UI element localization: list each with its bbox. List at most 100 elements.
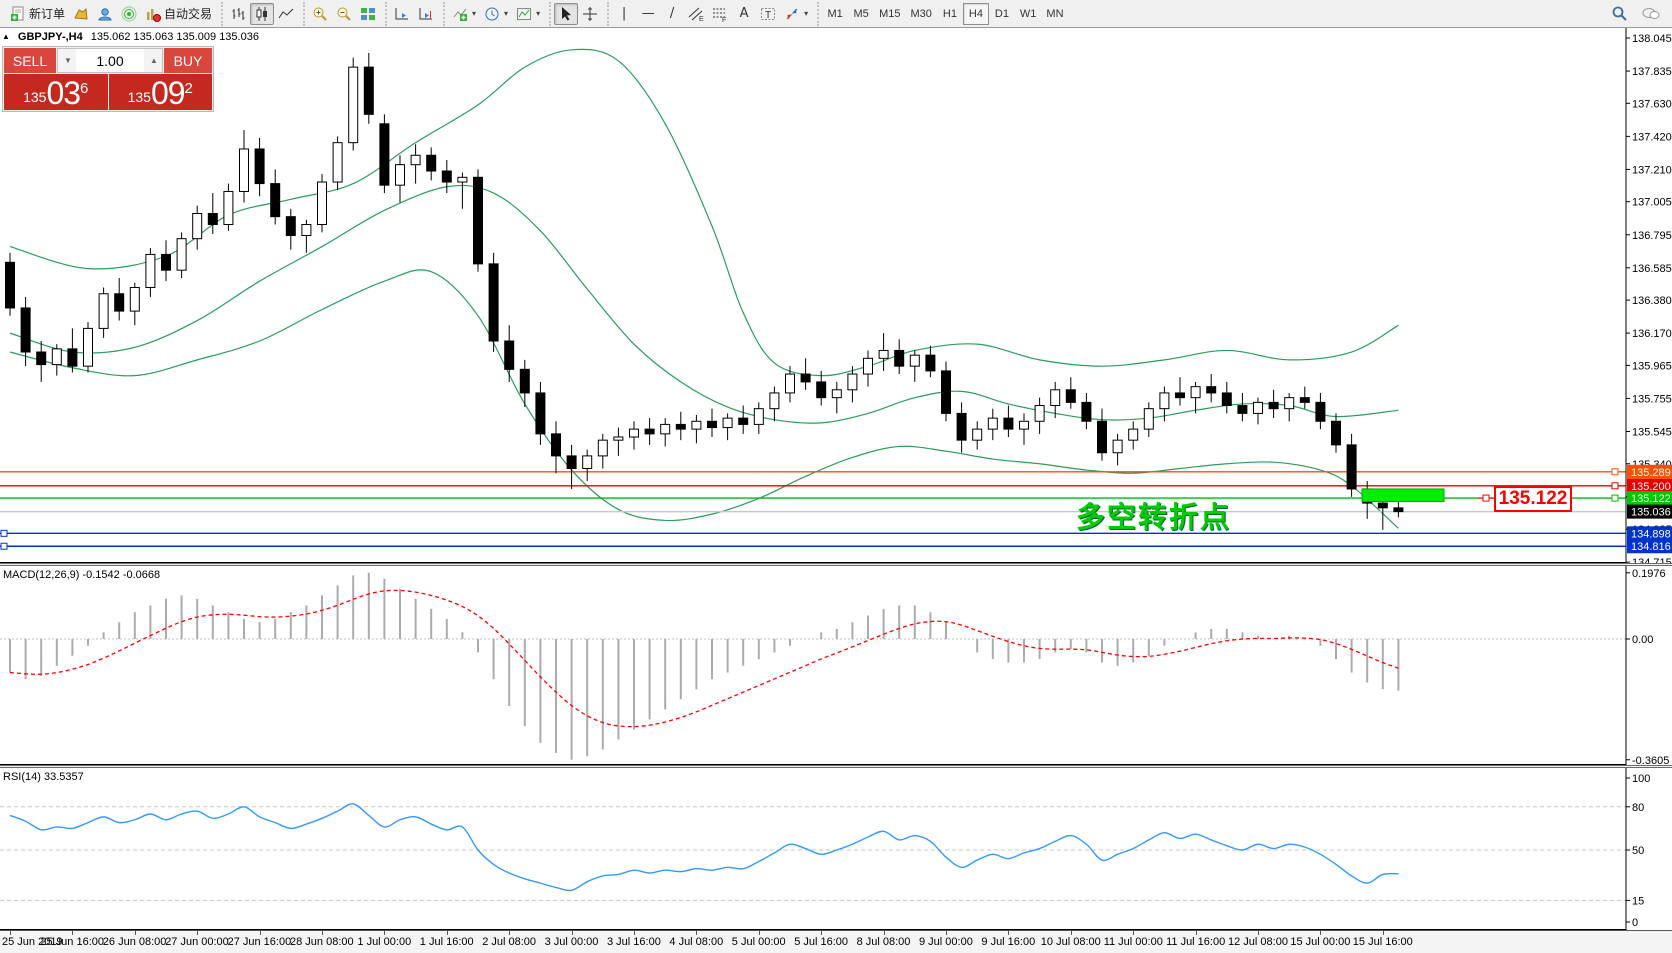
pane-splitter[interactable]: [0, 765, 1672, 768]
volume-decrease-button[interactable]: ▼: [58, 49, 76, 72]
horizontal-line-button[interactable]: —: [641, 6, 655, 21]
buy-price-display[interactable]: 135 09 2: [108, 74, 212, 111]
time-axis-label: 1 Jul 00:00: [357, 936, 412, 948]
macd-pane[interactable]: 0.1976 0.00 -0.3605 MACD(12,26,9) -0.1542 -…: [0, 566, 1672, 765]
time-axis[interactable]: 25 Jun 2019 25 Jun 16:00 26 Jun 08:00 27 Ju…: [0, 930, 1672, 953]
time-axis-label: 3 Jul 00:00: [544, 936, 599, 948]
svg-text:137.835: 137.835: [1632, 66, 1672, 78]
timeframe-m5-button[interactable]: M5: [853, 7, 869, 20]
timeframe-w1-button[interactable]: W1: [1019, 7, 1037, 20]
svg-text:134.816: 134.816: [1631, 541, 1671, 553]
time-axis-label: 28 Jun 08:00: [290, 936, 354, 948]
dropdown-arrow-icon[interactable]: ▾: [504, 9, 509, 18]
svg-text:137.210: 137.210: [1632, 164, 1672, 176]
dropdown-arrow-icon[interactable]: ▾: [536, 9, 541, 18]
svg-text:137.420: 137.420: [1632, 131, 1672, 143]
svg-text:138.045: 138.045: [1632, 33, 1672, 45]
time-axis-label: 3 Jul 16:00: [607, 936, 661, 948]
templates-button[interactable]: ▾: [512, 3, 544, 25]
time-axis-label: 8 Jul 08:00: [856, 936, 911, 948]
line-chart-button[interactable]: [274, 3, 298, 25]
sell-price-prefix: 135: [23, 89, 47, 105]
timeframe-m1-button[interactable]: M1: [827, 7, 843, 20]
time-axis-label: 1 Jul 16:00: [419, 936, 474, 948]
ohlc-values-label: 135.062 135.063 135.009 135.036: [90, 30, 259, 43]
timeframe-m30-button[interactable]: M30: [910, 7, 932, 20]
volume-increase-button[interactable]: ▲: [144, 49, 162, 72]
tile-windows-button[interactable]: [356, 3, 380, 25]
buy-price-big: 09: [150, 75, 186, 111]
dropdown-arrow-icon[interactable]: ▾: [804, 9, 809, 18]
fibonacci-button[interactable]: F: [708, 3, 732, 25]
time-axis-label: 11 Jul 16:00: [1166, 936, 1226, 948]
signals-button[interactable]: [117, 3, 141, 25]
time-axis-label: 9 Jul 16:00: [981, 936, 1036, 948]
text-button[interactable]: A: [739, 6, 749, 21]
equidistant-channel-button[interactable]: E: [684, 3, 708, 25]
autotrading-button[interactable]: 自动交易: [141, 3, 216, 25]
buy-button[interactable]: BUY: [164, 48, 212, 73]
rsi-canvas[interactable]: 100 80 50 15 0 RSI(14) 33.5357: [0, 768, 1672, 930]
svg-text:T: T: [765, 10, 771, 21]
sell-button[interactable]: SELL: [4, 48, 56, 73]
timeframe-mn-button[interactable]: MN: [1046, 7, 1064, 20]
bar-chart-button[interactable]: [226, 3, 250, 25]
trendline-button[interactable]: /: [669, 6, 675, 21]
highlight-box: [1361, 488, 1445, 503]
time-axis-label: 27 Jun 16:00: [227, 936, 292, 948]
sell-price-big: 03: [46, 75, 81, 111]
price-callout-label[interactable]: 135.122: [1494, 486, 1572, 512]
svg-text:135.122: 135.122: [1631, 493, 1671, 505]
scroll-to-end-button[interactable]: [390, 3, 414, 25]
zoom-out-button[interactable]: [332, 3, 356, 25]
turning-point-annotation[interactable]: 多空转折点: [1076, 502, 1232, 534]
chart-shift-button[interactable]: [414, 3, 438, 25]
rsi-pane[interactable]: 100 80 50 15 0 RSI(14) 33.5357: [0, 768, 1672, 930]
text-label-button[interactable]: T: [756, 3, 780, 25]
buy-price-sup: 2: [184, 80, 193, 97]
search-button[interactable]: [1607, 3, 1632, 25]
pane-splitter[interactable]: [0, 563, 1672, 566]
svg-text:E: E: [699, 16, 704, 22]
sell-price-display[interactable]: 135 03 6: [4, 74, 108, 110]
market-watch-button[interactable]: [93, 3, 117, 25]
crosshair-button[interactable]: [578, 3, 602, 25]
macd-canvas[interactable]: 0.1976 0.00 -0.3605 MACD(12,26,9) -0.1542 -…: [0, 566, 1672, 765]
timeframe-m15-button[interactable]: M15: [879, 7, 901, 20]
svg-text:135.545: 135.545: [1632, 427, 1672, 439]
dropdown-arrow-icon[interactable]: ▾: [472, 9, 477, 18]
chat-button[interactable]: [1638, 3, 1664, 25]
svg-text:135.289: 135.289: [1631, 467, 1671, 479]
zoom-in-button[interactable]: [308, 3, 332, 25]
timeframe-d1-button[interactable]: D1: [994, 7, 1009, 20]
indicators-button[interactable]: ▾: [448, 3, 480, 25]
profiles-button[interactable]: [69, 3, 93, 25]
svg-text:136.380: 136.380: [1632, 295, 1672, 307]
timeframe-h1-button[interactable]: H1: [942, 7, 957, 20]
time-axis-label: 11 Jul 00:00: [1103, 936, 1163, 948]
periods-button[interactable]: ▾: [480, 3, 512, 25]
volume-input[interactable]: [76, 49, 144, 72]
timeframe-h4-button[interactable]: H4: [962, 2, 989, 25]
collapse-quote-panel-icon[interactable]: ▲: [2, 32, 10, 41]
svg-text:135.965: 135.965: [1632, 360, 1672, 372]
main-chart-pane[interactable]: 138.045 137.835 137.630 137.420 137.210 137.0…: [0, 28, 1672, 563]
svg-text:15: 15: [1632, 895, 1644, 907]
time-axis-label: 12 Jul 08:00: [1228, 936, 1288, 948]
svg-text:0.1976: 0.1976: [1632, 568, 1666, 580]
vertical-line-button[interactable]: |: [621, 6, 627, 21]
price-chart-canvas[interactable]: 138.045 137.835 137.630 137.420 137.210 137.0…: [0, 28, 1672, 563]
time-axis-label: 5 Jul 16:00: [794, 936, 849, 948]
svg-text:136.795: 136.795: [1632, 230, 1672, 242]
time-axis-label: 25 Jun 16:00: [40, 936, 105, 948]
macd-label: MACD(12,26,9) -0.1542 -0.0668: [3, 569, 160, 581]
time-axis-label: 5 Jul 00:00: [731, 936, 786, 948]
candlestick-chart-button[interactable]: [250, 2, 275, 25]
new-order-button[interactable]: 新订单: [6, 3, 69, 25]
arrows-button[interactable]: ▾: [780, 3, 812, 25]
time-axis-label: 27 Jun 00:00: [165, 936, 229, 948]
cursor-button[interactable]: [554, 2, 579, 25]
svg-text:137.005: 137.005: [1632, 197, 1672, 209]
